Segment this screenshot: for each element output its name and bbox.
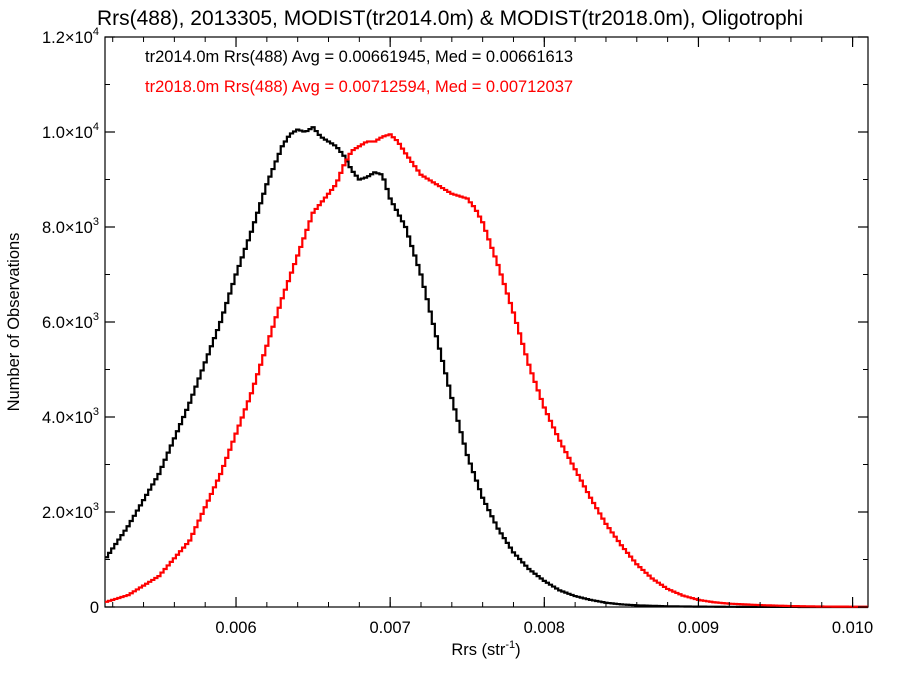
series-line-tr2014-0m (105, 126, 868, 609)
y-tick-exponent: 3 (93, 216, 99, 228)
y-tick-exponent: 4 (93, 26, 99, 38)
x-axis-label-end: ) (515, 641, 521, 659)
x-tick-label: 0.007 (370, 619, 411, 637)
y-axis-label: Number of Observations (5, 233, 23, 412)
x-axis-label-base: Rrs (str (451, 641, 506, 659)
y-tick-exponent: 4 (93, 121, 99, 133)
x-axis-label: Rrs (str-1) (451, 639, 520, 659)
series-layer (105, 126, 868, 609)
y-tick-mantissa: 6.0×10 (42, 314, 93, 332)
y-tick-exponent: 3 (93, 311, 99, 323)
y-tick-label: 1.2×104 (42, 26, 99, 47)
y-tick-mantissa: 2.0×10 (42, 504, 93, 522)
y-tick-label: 0 (90, 599, 99, 617)
y-tick-label: 2.0×103 (42, 501, 99, 522)
x-axis-label-sup: -1 (505, 639, 515, 651)
x-tick-label: 0.006 (215, 619, 256, 637)
y-tick-mantissa: 1.0×10 (42, 124, 93, 142)
y-axis-ticks: 02.0×1034.0×1036.0×1038.0×1031.0×1041.2×… (42, 26, 868, 617)
y-tick-label: 4.0×103 (42, 406, 99, 427)
chart-title: Rrs(488), 2013305, MODIST(tr2014.0m) & M… (97, 7, 803, 30)
x-axis-ticks: 0.006 0.007 0.008 0.009 0.010 (112, 37, 873, 637)
legend-entry-tr2014: tr2014.0m Rrs(488) Avg = 0.00661945, Med… (145, 48, 573, 66)
series-line-tr2018-0m (105, 133, 868, 608)
y-tick-exponent: 3 (93, 406, 99, 418)
y-tick-exponent: 3 (93, 501, 99, 513)
y-tick-mantissa: 4.0×10 (42, 409, 93, 427)
y-tick-label: 6.0×103 (42, 311, 99, 332)
y-tick-mantissa: 1.2×10 (42, 29, 93, 47)
x-tick-label: 0.010 (832, 619, 873, 637)
y-tick-label: 8.0×103 (42, 216, 99, 237)
x-tick-label: 0.009 (678, 619, 719, 637)
x-tick-label: 0.008 (524, 619, 565, 637)
y-tick-mantissa: 0 (90, 599, 99, 617)
legend-entry-tr2018: tr2018.0m Rrs(488) Avg = 0.00712594, Med… (145, 78, 573, 96)
y-tick-label: 1.0×104 (42, 121, 99, 142)
y-tick-mantissa: 8.0×10 (42, 219, 93, 237)
